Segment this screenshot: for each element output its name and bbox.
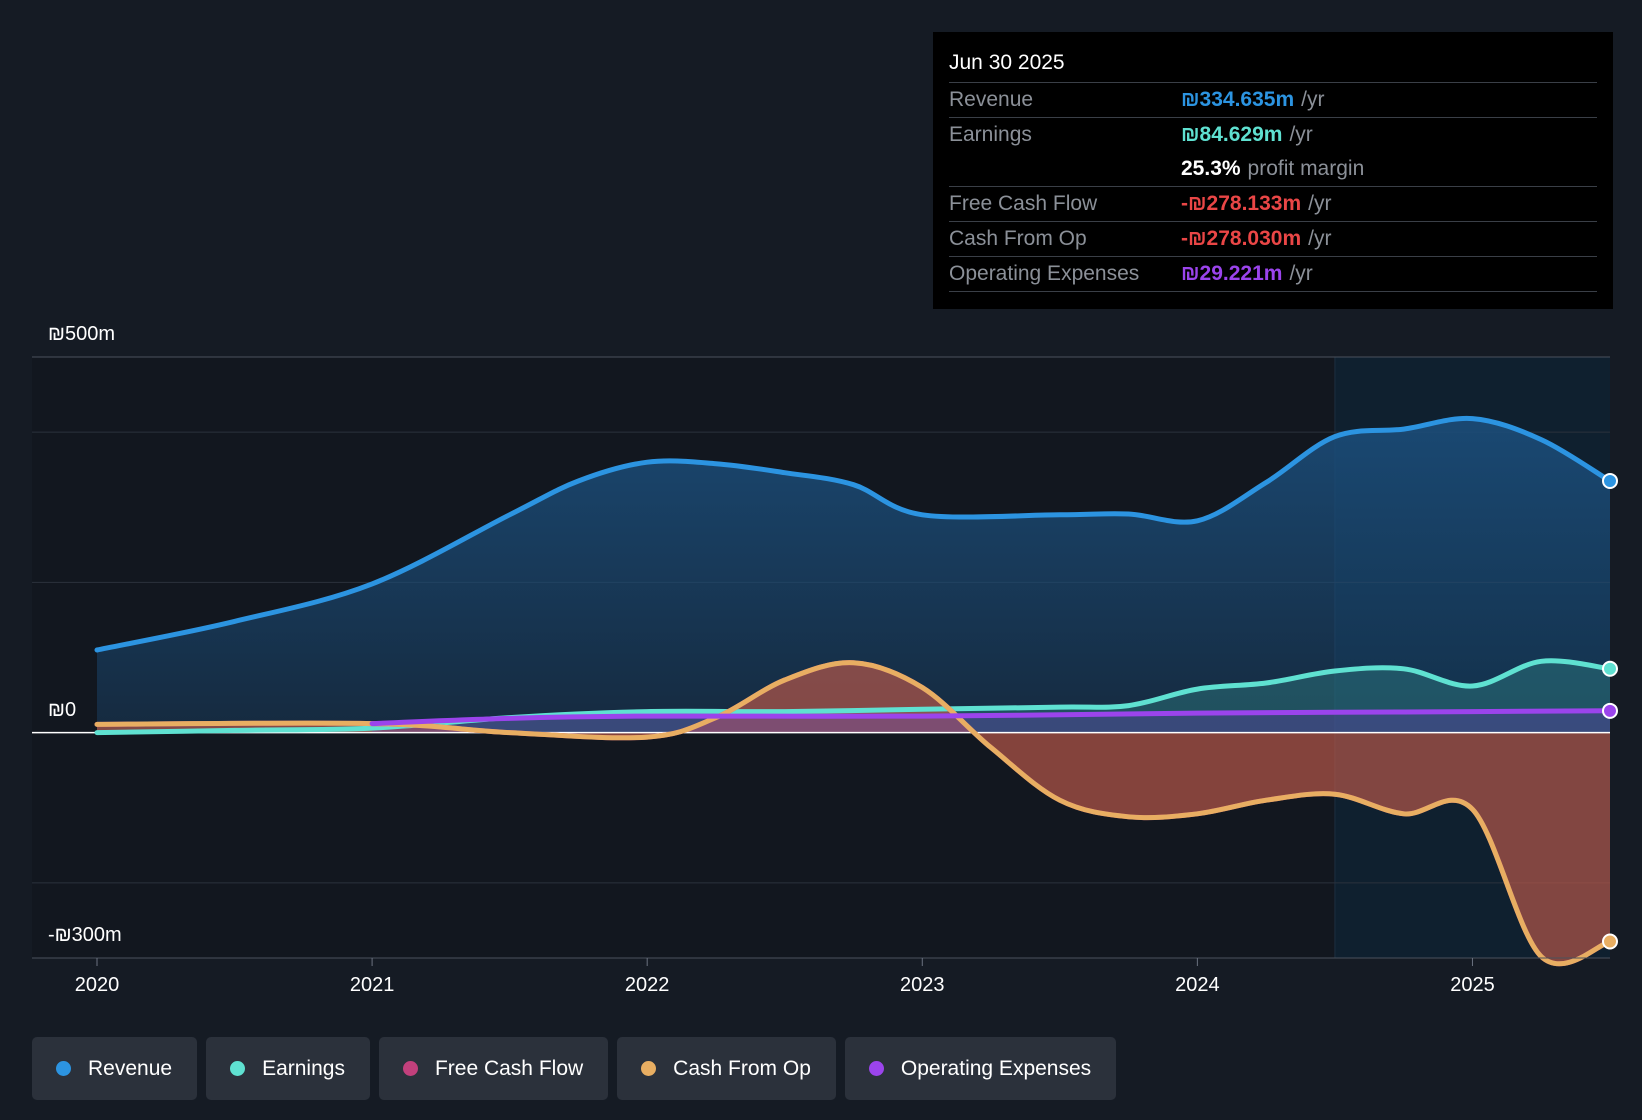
earnings-end-marker (1602, 660, 1618, 677)
y-tick-label-top: ₪500m (48, 323, 115, 345)
operating-expenses-dot-icon (868, 1061, 884, 1076)
tooltip-label: Revenue (949, 88, 1034, 111)
tooltip-value: ₪84.629m (1181, 123, 1283, 146)
revenue-area (97, 418, 1610, 733)
revenue-end-marker (1602, 472, 1618, 489)
tooltip-row-cash-from-op: Cash From Op -₪278.030m /yr (949, 221, 1597, 256)
tooltip-unit: /yr (1308, 227, 1332, 250)
free-cash-flow-area (97, 662, 1610, 964)
revenue-line (94, 415, 1613, 653)
x-tick-label: 2024 (1175, 974, 1220, 996)
legend-item-revenue[interactable]: Revenue (32, 1037, 198, 1100)
tooltip-unit: /yr (1301, 88, 1325, 111)
free-cash-flow-dot-icon (402, 1061, 418, 1076)
legend-item-operating-expenses[interactable]: Operating Expenses (844, 1037, 1117, 1100)
legend-label: Revenue (88, 1056, 173, 1080)
earnings-dot-icon (230, 1061, 246, 1076)
y-tick-label-zero: ₪0 (48, 699, 76, 721)
legend-label: Earnings (262, 1056, 345, 1080)
tooltip-value: 25.3% (1181, 157, 1241, 180)
tooltip-value: ₪29.221m (1181, 262, 1283, 285)
legend-label: Cash From Op (673, 1056, 811, 1080)
revenue-dot-icon (56, 1061, 71, 1076)
tooltip-label: Operating Expenses (949, 262, 1140, 285)
legend-item-cash-from-op[interactable]: Cash From Op (617, 1037, 836, 1100)
operating-expenses-line (369, 708, 1613, 727)
tooltip-row-operating-expenses: Operating Expenses ₪29.221m /yr (949, 256, 1597, 292)
x-tick-label: 2025 (1450, 974, 1495, 996)
y-axis: ₪500m ₪0 -₪300m (48, 323, 122, 946)
tooltip-label: Free Cash Flow (949, 192, 1098, 215)
x-tick-label: 2022 (625, 974, 670, 996)
tooltip-value: -₪278.030m (1181, 227, 1302, 250)
cash-from-op-end-marker (1602, 933, 1618, 950)
tooltip-label: Earnings (949, 123, 1032, 146)
tooltip-unit: /yr (1289, 262, 1313, 285)
tooltip: Jun 30 2025 Revenue ₪334.635m /yr Earnin… (933, 32, 1613, 309)
tooltip-row-profit-margin: 25.3% profit margin (949, 152, 1597, 186)
tooltip-unit: /yr (1289, 123, 1313, 146)
tooltip-unit: profit margin (1247, 157, 1365, 180)
cash-from-op-dot-icon (641, 1061, 657, 1076)
legend-label: Operating Expenses (900, 1056, 1092, 1080)
tooltip-row-free-cash-flow: Free Cash Flow -₪278.133m /yr (949, 186, 1597, 221)
x-tick-label: 2020 (75, 974, 120, 996)
tooltip-unit: /yr (1308, 192, 1332, 215)
x-tick-label: 2023 (900, 974, 945, 996)
y-tick-label-bottom: -₪300m (48, 924, 122, 946)
cash-from-op-line (94, 660, 1613, 967)
tooltip-label: Cash From Op (949, 227, 1087, 250)
operating-expenses-end-marker (1602, 702, 1618, 719)
series-end-markers (1602, 472, 1618, 950)
cash-from-op-area (97, 662, 1610, 964)
legend-item-free-cash-flow[interactable]: Free Cash Flow (378, 1037, 609, 1100)
series-lines (94, 415, 1613, 967)
legend-label: Free Cash Flow (434, 1056, 584, 1080)
tooltip-row-revenue: Revenue ₪334.635m /yr (949, 82, 1597, 117)
legend: Revenue Earnings Free Cash Flow Cash Fro… (32, 1037, 1117, 1100)
x-axis: 2020 2021 2022 2023 2024 2025 (32, 957, 1610, 996)
legend-item-earnings[interactable]: Earnings (206, 1037, 370, 1100)
tooltip-date: Jun 30 2025 (949, 51, 1065, 74)
tooltip-value: -₪278.133m (1181, 192, 1302, 215)
tooltip-value: ₪334.635m (1181, 88, 1295, 111)
tooltip-row-earnings: Earnings ₪84.629m /yr (949, 117, 1597, 152)
x-tick-label: 2021 (350, 974, 395, 996)
